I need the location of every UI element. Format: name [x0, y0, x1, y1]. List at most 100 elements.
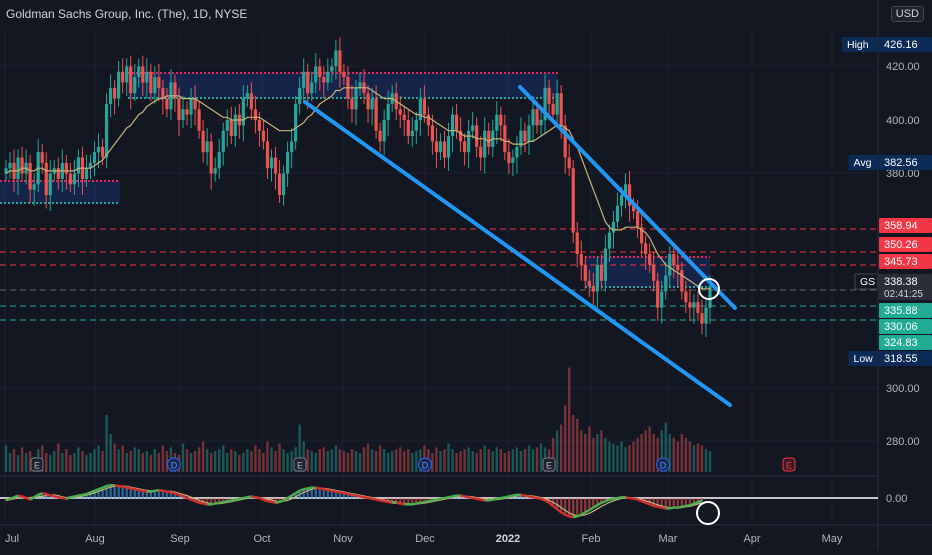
- oscillator-bar: [652, 498, 655, 507]
- candle-body: [48, 173, 52, 196]
- volume-bar: [407, 449, 410, 472]
- oscillator-line-segment: [661, 506, 666, 510]
- volume-bar: [149, 454, 153, 472]
- candle-body: [145, 71, 149, 83]
- candle-body: [290, 141, 294, 153]
- oscillator-bar: [419, 498, 422, 504]
- volume-bar: [539, 443, 543, 472]
- volume-bar: [600, 430, 603, 472]
- oscillator-line-segment: [444, 496, 449, 500]
- volume-bar: [133, 447, 136, 472]
- oscillator-line-segment: [387, 500, 393, 504]
- oscillator-line-segment: [239, 496, 244, 500]
- candle-body: [153, 77, 157, 94]
- candle-body: [181, 109, 185, 120]
- volume-bar: [250, 451, 253, 472]
- volume-bar: [209, 453, 213, 472]
- candle-body: [511, 157, 515, 163]
- price-tag-value: 382.56: [884, 157, 918, 169]
- oscillator-line-segment: [170, 491, 176, 495]
- oscillator-line-segment: [214, 501, 220, 505]
- oscillator-line-segment: [504, 495, 510, 499]
- oscillator-bar: [656, 498, 659, 508]
- candle-body: [442, 141, 447, 158]
- volume-bar: [57, 443, 60, 472]
- volume-bar: [338, 449, 342, 472]
- oscillator-bar: [668, 498, 671, 509]
- volume-bar: [73, 453, 76, 472]
- channel-lower-line: [303, 100, 732, 407]
- volume-bar: [201, 441, 205, 472]
- candle-body: [414, 120, 418, 131]
- currency-button[interactable]: USD: [890, 6, 924, 22]
- candle-body: [454, 114, 459, 131]
- oscillator-bar: [97, 489, 100, 499]
- price-tag-value: 345.73: [884, 256, 918, 268]
- time-tick-label: Apr: [743, 533, 760, 545]
- oscillator-line-segment: [488, 498, 493, 502]
- volume-bar: [632, 441, 635, 472]
- oscillator-line-segment: [178, 493, 184, 498]
- volume-bar: [181, 443, 185, 472]
- volume-bar: [322, 447, 326, 472]
- oscillator-line-segment: [424, 500, 429, 504]
- volume-bar: [16, 454, 20, 472]
- oscillator-line-segment: [697, 499, 703, 504]
- oscillator-line-segment: [596, 501, 602, 507]
- oscillator-bar: [85, 494, 88, 499]
- volume-bar: [53, 451, 56, 472]
- oscillator-line-segment: [532, 496, 538, 500]
- candle-body: [318, 66, 322, 78]
- oscillator-line-segment: [400, 502, 405, 506]
- oscillator-line-segment: [106, 484, 111, 488]
- volume-bar: [640, 434, 643, 472]
- oscillator-line-segment: [560, 511, 566, 516]
- oscillator-line-segment: [86, 491, 91, 496]
- candle-body: [197, 109, 201, 131]
- oscillator-line-segment: [194, 500, 200, 504]
- oscillator-line-segment: [633, 497, 638, 501]
- zone-box: [128, 73, 558, 98]
- oscillator-bar: [16, 495, 20, 499]
- oscillator-line-segment: [78, 493, 83, 497]
- oscillator-line-segment: [303, 487, 308, 491]
- volume-bar: [262, 453, 265, 472]
- volume-bar: [563, 405, 567, 472]
- price-tag-bg: [879, 254, 932, 269]
- oscillator-line-segment: [645, 501, 651, 506]
- oscillator-bar: [588, 498, 591, 511]
- candle-body: [370, 98, 374, 110]
- volume-bar: [700, 445, 704, 472]
- oscillator-bar: [676, 498, 680, 509]
- price-tag-bg: [879, 37, 932, 52]
- candle-body: [635, 211, 640, 228]
- oscillator-line-segment: [331, 489, 337, 493]
- event-marker-label: D: [660, 461, 667, 471]
- volume-bar: [439, 451, 442, 472]
- oscillator-bar: [294, 493, 297, 499]
- oscillator-line-segment: [17, 494, 23, 498]
- oscillator-bar: [318, 488, 321, 499]
- oscillator-bar: [326, 490, 330, 499]
- oscillator-bar: [93, 490, 96, 499]
- oscillator-bar: [290, 495, 293, 499]
- volume-bar: [415, 451, 418, 472]
- volume-bar: [676, 441, 680, 472]
- volume-bar: [656, 437, 659, 472]
- volume-bar: [527, 445, 531, 472]
- candle-body: [591, 286, 595, 292]
- volume-bar: [390, 451, 394, 472]
- oscillator-line-segment: [556, 508, 562, 514]
- oscillator-bar: [399, 498, 402, 505]
- volume-bar: [197, 447, 201, 472]
- oscillator-line-segment: [41, 492, 47, 496]
- candle-body: [623, 184, 628, 196]
- highlight-circle: [696, 501, 720, 525]
- candle-body: [696, 302, 700, 313]
- oscillator-line-segment: [625, 496, 630, 500]
- candle-body: [374, 98, 378, 131]
- candle-body: [137, 66, 141, 78]
- candle-body: [213, 168, 217, 174]
